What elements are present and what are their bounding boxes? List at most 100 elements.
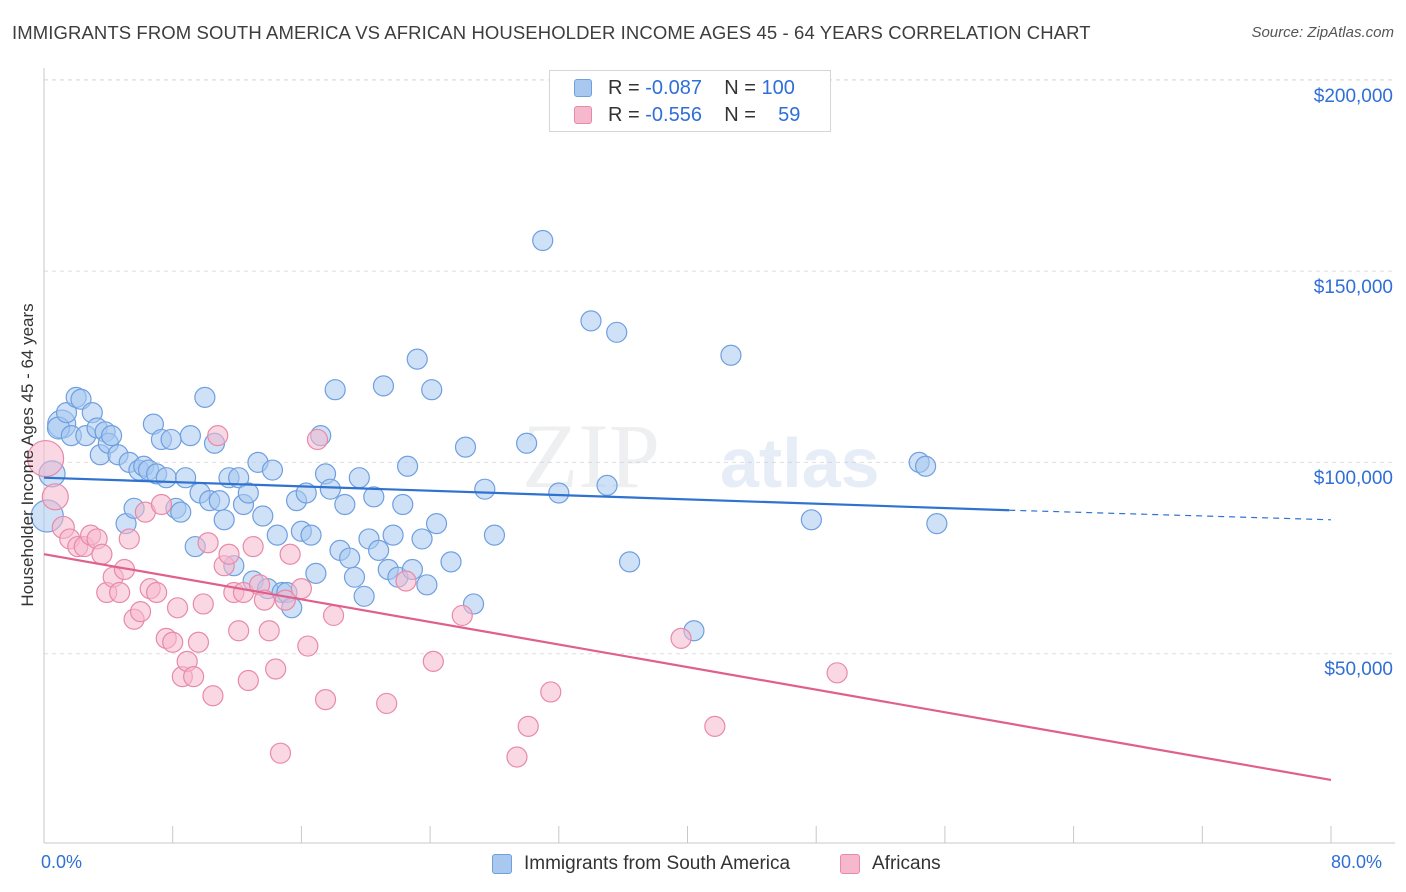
data-point-africans [297, 635, 319, 657]
data-point-immigrants [194, 386, 216, 408]
data-point-africans [218, 543, 240, 565]
legend-swatch-blue [492, 854, 512, 874]
data-point-immigrants [266, 524, 288, 546]
data-point-immigrants [392, 493, 414, 516]
correlation-legend: R = -0.087 N = 100 R = -0.556 N = 59 [549, 70, 831, 132]
data-point-immigrants [261, 459, 284, 481]
data-point-africans [202, 685, 224, 707]
data-point-africans [197, 532, 219, 554]
legend-swatch-pink [840, 854, 860, 874]
chart-title: IMMIGRANTS FROM SOUTH AMERICA VS AFRICAN… [12, 22, 1091, 43]
source-credit: Source: ZipAtlas.com [1251, 24, 1394, 41]
trend-line-immigrants [43, 476, 1010, 512]
data-point-immigrants [343, 566, 366, 588]
data-point-immigrants [348, 467, 370, 489]
data-point-immigrants [548, 482, 570, 504]
data-point-africans [258, 620, 280, 642]
data-point-africans [91, 543, 113, 565]
data-point-immigrants [421, 379, 443, 401]
data-point-africans [146, 581, 168, 604]
data-point-africans [517, 715, 539, 737]
data-point-immigrants [416, 574, 438, 596]
data-point-immigrants [368, 539, 390, 561]
data-point-immigrants [372, 375, 395, 397]
data-point-immigrants [363, 486, 385, 508]
data-point-africans [451, 604, 473, 627]
data-point-immigrants [353, 585, 375, 607]
data-point-immigrants [474, 478, 496, 500]
data-point-immigrants [295, 482, 317, 504]
y-tick-label: $200,000 [1313, 86, 1393, 107]
data-point-immigrants [406, 348, 428, 370]
data-point-africans [314, 689, 337, 711]
data-point-africans [670, 627, 692, 649]
x-tick-label-max: 80.0% [1331, 852, 1383, 872]
data-point-immigrants [720, 344, 742, 366]
data-point-immigrants [305, 562, 327, 584]
data-point-africans [540, 681, 562, 703]
axes [43, 68, 1395, 844]
trend-line-immigrants-extension [1009, 509, 1332, 521]
data-point-immigrants [228, 467, 250, 489]
data-point-immigrants [606, 321, 628, 343]
data-point-immigrants [411, 528, 433, 550]
legend-swatch-blue [574, 79, 592, 97]
data-point-immigrants [100, 425, 123, 447]
data-point-africans [506, 746, 528, 768]
legend-swatch-pink [574, 106, 592, 124]
data-point-africans [237, 669, 259, 692]
data-point-immigrants [55, 402, 78, 424]
data-point-africans [376, 692, 398, 715]
gridlines [44, 79, 1395, 655]
data-point-immigrants [618, 551, 641, 573]
data-point-immigrants [454, 436, 477, 458]
y-tick-label: $50,000 [1324, 659, 1393, 680]
data-point-africans [162, 631, 184, 653]
data-point-africans [704, 715, 726, 737]
data-point-immigrants [483, 524, 506, 546]
data-point-africans [41, 483, 69, 511]
data-point-immigrants [914, 455, 937, 477]
data-point-africans [290, 578, 312, 600]
data-point-immigrants [532, 229, 554, 252]
data-point-immigrants [252, 505, 274, 527]
data-point-africans [826, 662, 848, 684]
data-point-immigrants [213, 509, 235, 531]
data-point-immigrants [300, 524, 322, 546]
data-point-immigrants [334, 493, 356, 516]
y-axis-label: Householder Income Ages 45 - 64 years [18, 303, 37, 607]
data-point-africans [183, 666, 205, 688]
watermark-atlas: atlas [720, 424, 880, 502]
legend-label-blue: Immigrants from South America [524, 853, 791, 874]
data-point-immigrants [580, 310, 602, 332]
data-point-africans [242, 535, 264, 558]
data-point-africans [118, 528, 140, 550]
data-point-immigrants [155, 467, 177, 489]
data-point-africans [228, 620, 250, 642]
y-tick-label: $100,000 [1313, 468, 1393, 489]
data-point-africans [269, 742, 292, 764]
watermark-zip: ZIP [522, 405, 660, 507]
data-point-immigrants [440, 551, 462, 573]
data-point-africans [129, 601, 152, 623]
trend-line-africans [43, 553, 1332, 782]
data-point-africans [109, 581, 131, 604]
data-point-immigrants [516, 432, 538, 454]
data-point-africans [253, 589, 275, 611]
data-point-africans [192, 593, 214, 615]
data-point-africans [187, 631, 210, 653]
data-point-immigrants [926, 513, 948, 535]
data-point-immigrants [339, 547, 361, 569]
series-pink-points [27, 425, 848, 768]
data-point-immigrants [396, 455, 419, 477]
data-point-immigrants [170, 501, 192, 523]
data-point-africans [207, 425, 229, 447]
y-tick-label: $150,000 [1313, 277, 1393, 298]
data-point-africans [265, 658, 287, 680]
data-point-immigrants [425, 513, 448, 535]
data-point-africans [322, 604, 345, 627]
data-point-immigrants [319, 478, 341, 500]
data-point-immigrants [800, 509, 822, 531]
watermark: ZIP atlas [522, 405, 880, 507]
